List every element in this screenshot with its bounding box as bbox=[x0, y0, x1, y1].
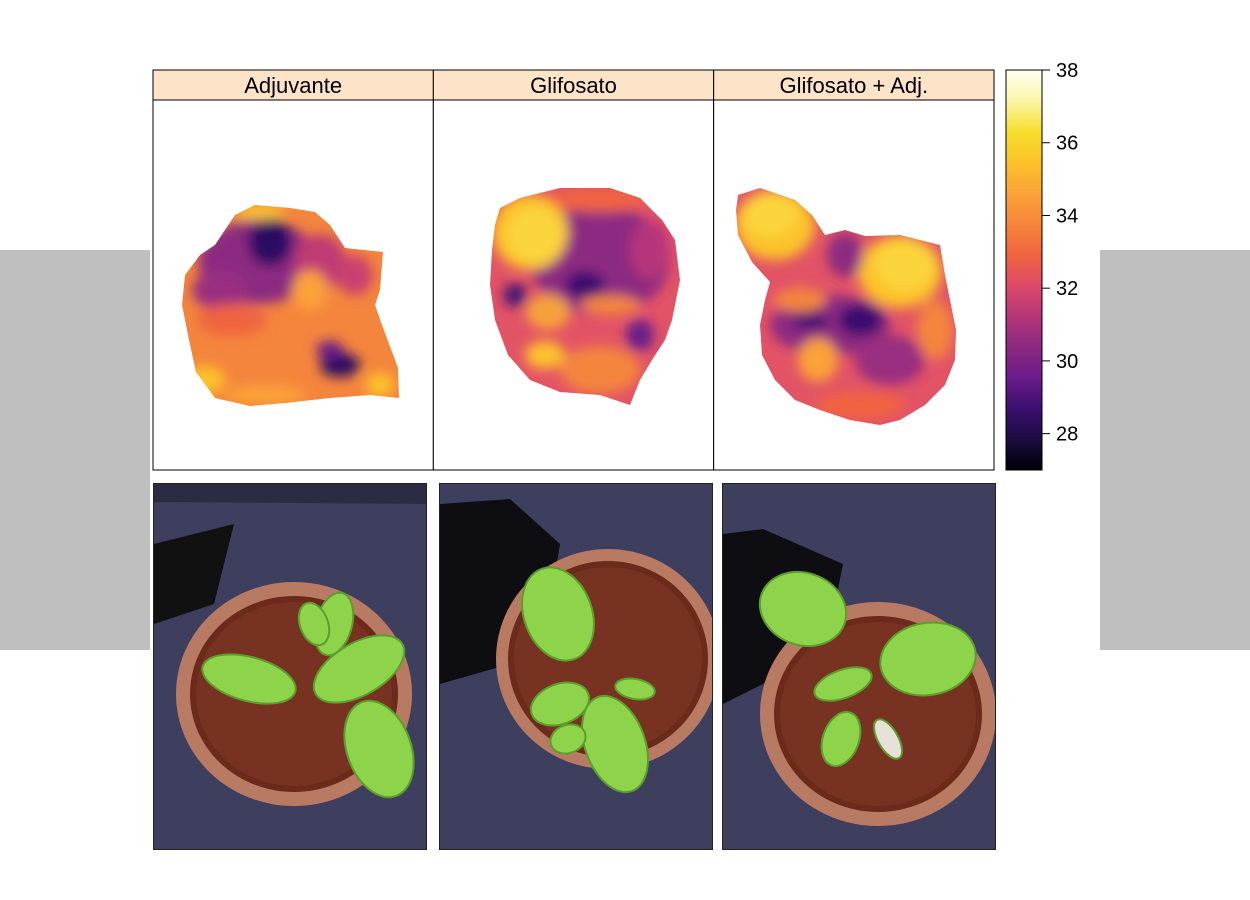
adjuvante-plant-image bbox=[154, 484, 426, 849]
panel-strip bbox=[713, 69, 995, 101]
heatmap-blob-glifosato bbox=[490, 188, 680, 405]
panel-strip-label: Adjuvante bbox=[244, 73, 342, 98]
colorbar-bar bbox=[1005, 69, 1043, 471]
left-gray-band bbox=[0, 250, 150, 650]
colorbar-tick-label: 34 bbox=[1056, 205, 1078, 227]
colorbar-tick-label: 30 bbox=[1056, 351, 1078, 373]
colorbar-tick-label: 32 bbox=[1056, 278, 1078, 300]
thermal-heatmap-chart: Adjuvante Glifosato Glifosato + Adj. bbox=[152, 60, 1078, 471]
adjuvante-photo bbox=[153, 483, 427, 850]
glifosato-adj-plant-image bbox=[723, 484, 995, 849]
colorbar-tick-label: 38 bbox=[1056, 60, 1078, 82]
glifosato-adj-photo bbox=[722, 483, 996, 850]
panel-strip bbox=[432, 69, 715, 101]
glifosato-plant-image bbox=[440, 484, 712, 849]
right-gray-band bbox=[1100, 250, 1250, 650]
panel-strip-label: Glifosato + Adj. bbox=[780, 73, 929, 98]
panel-strip-label: Glifosato bbox=[530, 73, 617, 98]
colorbar: 28 30 32 34 36 38 bbox=[1005, 60, 1078, 471]
glifosato-photo bbox=[439, 483, 713, 850]
colorbar-tick-label: 28 bbox=[1056, 424, 1078, 446]
colorbar-tick-label: 36 bbox=[1056, 133, 1078, 155]
